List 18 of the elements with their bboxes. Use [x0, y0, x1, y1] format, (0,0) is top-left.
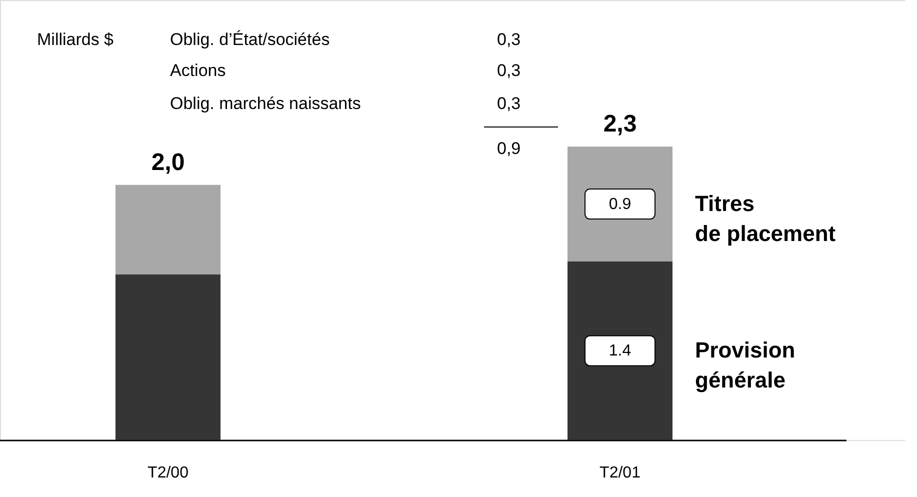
- total-label: 2,0: [151, 148, 185, 176]
- bar: [116, 184, 220, 274]
- data-label: 0.9: [608, 196, 632, 214]
- text: Actions: [170, 61, 226, 80]
- x-tick-label: T2/00: [148, 464, 189, 482]
- data-label: 1.4: [608, 342, 632, 360]
- total-label: 2,3: [603, 110, 637, 138]
- text: Oblig. marchés naissants: [170, 94, 361, 113]
- text: Oblig. d’État/sociétés: [170, 30, 330, 49]
- series-label: Provision générale: [695, 338, 796, 393]
- x-tick-label: T2/01: [600, 464, 641, 482]
- annotation: 0,9: [497, 139, 521, 158]
- series-label: Titres de placement: [695, 191, 836, 246]
- text: 0,3: [497, 30, 521, 49]
- text: Milliards $: [37, 30, 114, 49]
- text: 0,3: [497, 61, 521, 80]
- text: 0,3: [497, 94, 521, 113]
- bar: [116, 274, 220, 440]
